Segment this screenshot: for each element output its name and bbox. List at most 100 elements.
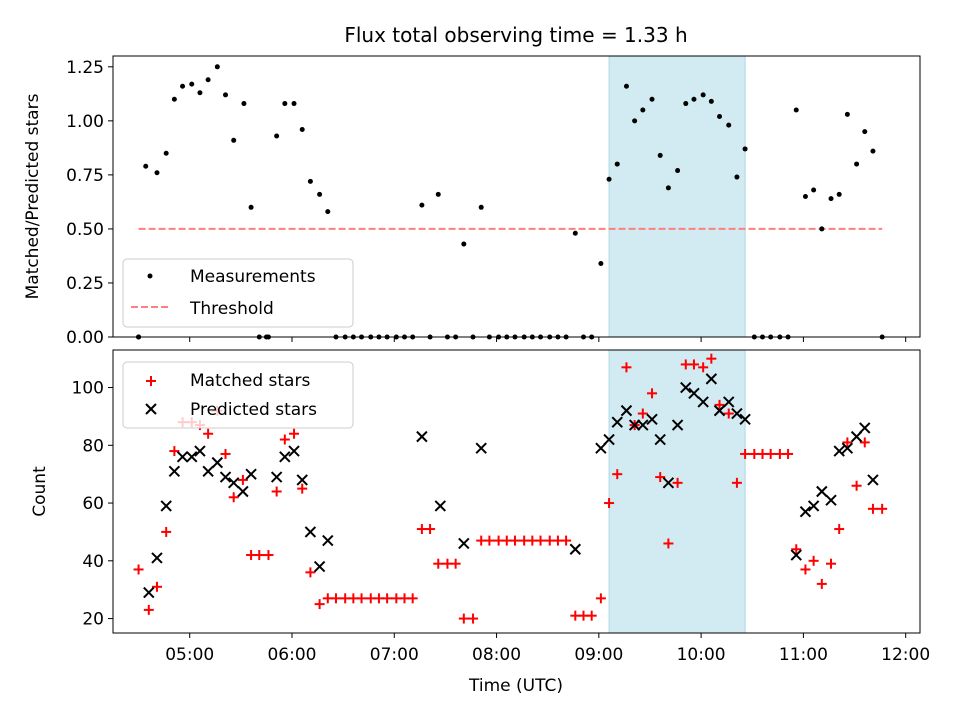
top-y-tick-label: 0.50 [66, 220, 104, 240]
matched-star-point [740, 448, 751, 459]
measurement-point [802, 194, 808, 199]
top-y-tick-label: 0.25 [66, 274, 104, 294]
predicted-star-point [296, 474, 308, 486]
measurement-point [742, 146, 748, 152]
measurement-point [163, 150, 169, 156]
x-tick-label: 12:00 [881, 645, 930, 665]
matched-star-point [305, 567, 316, 578]
top-y-tick-label: 1.25 [66, 58, 104, 78]
matched-star-point [203, 428, 214, 439]
matched-star-point [228, 492, 239, 503]
measurement-point [854, 161, 860, 167]
matched-star-point [723, 408, 734, 419]
matched-stars-series [133, 353, 888, 624]
top-y-axis: 0.00 0.25 0.50 0.75 1.00 1.25 [66, 58, 113, 348]
predicted-star-point [705, 373, 718, 385]
top-y-tick-label: 1.00 [66, 112, 104, 132]
measurement-point [675, 168, 681, 174]
predicted-star-point [646, 413, 658, 426]
matched-star-point [765, 448, 776, 459]
predicted-star-point [595, 442, 607, 454]
matched-star-point [655, 472, 666, 483]
ratio-panel: 0.00 0.25 0.50 0.75 1.00 1.25 Matched/Predict… [23, 55, 921, 348]
predicted-star-point [816, 485, 828, 498]
predicted-star-point [662, 477, 675, 489]
measurement-point [708, 98, 714, 104]
matched-star-point [535, 535, 546, 546]
measurement-point [299, 126, 305, 132]
matched-star-point [237, 474, 248, 485]
matched-star-point [468, 613, 479, 624]
matched-star-point [834, 524, 845, 535]
matched-star-point [509, 535, 520, 546]
predicted-star-point [416, 430, 428, 443]
predicted-star-point [313, 560, 326, 573]
predicted-star-point [654, 433, 666, 446]
top-y-tick-label: 0.00 [66, 328, 104, 348]
measurement-point [819, 226, 825, 232]
predicted-star-point [867, 474, 879, 486]
measurement-point [223, 92, 229, 98]
predicted-stars-series [143, 373, 879, 599]
predicted-star-point [176, 451, 189, 463]
predicted-star-point [194, 445, 206, 457]
measurement-point [665, 185, 671, 191]
measurement-point [691, 96, 697, 102]
matched-star-point [220, 448, 231, 459]
count-panel: 20 40 60 80 100 05:00 06:00 07:00 08:00 09:00 10:… [30, 349, 930, 696]
measurement-point [291, 101, 297, 107]
measurement-point [683, 101, 689, 107]
predicted-star-point [841, 442, 854, 454]
predicted-star-point [807, 500, 820, 512]
top-x-axis-ticks [189, 337, 907, 342]
observing-window-top [608, 55, 746, 338]
matched-star-point [851, 480, 862, 491]
measurement-point [632, 118, 638, 124]
measurement-point [649, 96, 655, 102]
measurement-point [836, 191, 842, 197]
x-tick-label: 09:00 [574, 645, 623, 665]
bottom-y-tick-label: 60 [82, 494, 104, 514]
bottom-y-axis: 20 40 60 80 100 [72, 379, 113, 630]
predicted-star-point [288, 445, 300, 457]
matched-star-point [800, 564, 811, 575]
measurement-point [435, 191, 441, 197]
measurement-point [640, 107, 646, 113]
x-axis: 05:00 06:00 07:00 08:00 09:00 10:00 11:00 12:00 [165, 633, 930, 665]
measurement-point [614, 161, 620, 167]
predicted-star-point [637, 419, 649, 431]
predicted-star-point [475, 442, 487, 454]
measurement-point [623, 83, 629, 89]
bottom-y-tick-label: 80 [82, 436, 104, 456]
legend-measurements-label: Measurements [190, 267, 316, 287]
top-y-axis-label: Matched/Predicted stars [23, 93, 43, 299]
matched-star-point [297, 483, 308, 494]
bottom-legend: Matched stars Predicted stars [122, 361, 354, 429]
measurement-point [197, 90, 203, 96]
matched-star-point [842, 437, 853, 448]
chart-title: Flux total observing time = 1.33 h [344, 23, 687, 47]
predicted-star-point [628, 419, 641, 431]
matched-star-point [425, 524, 436, 535]
measurement-point [317, 191, 323, 197]
measurement-point [734, 174, 740, 180]
measurement-point [572, 230, 578, 236]
predicted-star-point [799, 506, 812, 518]
matched-star-point [621, 362, 632, 373]
measurement-point [274, 133, 280, 139]
matched-star-point [586, 610, 597, 621]
matched-star-point [604, 498, 615, 509]
predicted-star-point [688, 387, 700, 400]
matched-star-point [330, 593, 341, 604]
predicted-star-point [458, 537, 470, 550]
measurement-point [241, 101, 247, 107]
predicted-star-point [790, 549, 802, 561]
predicted-star-point [611, 416, 623, 428]
matched-star-point [706, 353, 717, 364]
measurement-point [862, 129, 868, 135]
measurement-point [282, 101, 288, 107]
matched-star-point [271, 486, 282, 497]
predicted-star-point [143, 586, 155, 599]
matched-star-point [647, 388, 658, 399]
